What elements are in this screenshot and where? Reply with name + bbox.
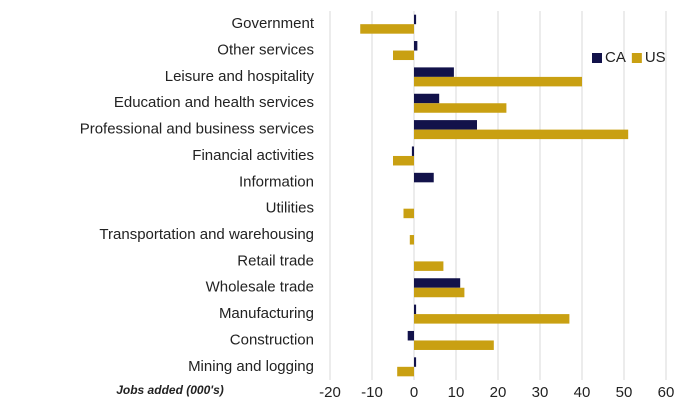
y-tick-label: Retail trade — [237, 252, 314, 269]
bar — [414, 129, 629, 140]
bar — [414, 41, 418, 51]
legend-label: US — [645, 49, 666, 66]
x-tick-label: 30 — [532, 384, 549, 401]
bar — [393, 50, 414, 61]
x-tick-label: 50 — [616, 384, 633, 401]
y-tick-label: Professional and business services — [80, 121, 314, 138]
bar — [414, 340, 494, 350]
bar — [393, 155, 414, 166]
bar — [414, 261, 444, 271]
x-tick-label: 20 — [490, 384, 507, 401]
x-tick-label: 0 — [410, 384, 418, 401]
bar — [414, 76, 582, 87]
y-tick-label: Construction — [230, 331, 314, 348]
x-axis-label: Jobs added (000's) — [116, 383, 224, 397]
x-tick-label: 40 — [574, 384, 591, 401]
bar — [403, 208, 414, 219]
bar — [414, 278, 461, 288]
legend-label: CA — [605, 49, 626, 66]
bar — [397, 366, 414, 377]
bar — [414, 103, 507, 113]
bar — [414, 14, 417, 25]
bar — [414, 93, 440, 104]
bar — [411, 146, 414, 156]
x-tick-label: 60 — [658, 384, 675, 401]
y-tick-label: Wholesale trade — [206, 279, 314, 296]
y-tick-label: Education and health services — [114, 94, 314, 111]
bar — [414, 314, 570, 324]
y-tick-label: Government — [231, 15, 314, 32]
y-tick-label: Leisure and hospitality — [165, 68, 315, 85]
bar — [414, 357, 417, 367]
x-tick-label: -10 — [361, 384, 383, 401]
bar — [409, 235, 414, 245]
bar — [360, 24, 414, 34]
y-tick-label: Information — [239, 173, 314, 190]
y-tick-label: Utilities — [266, 200, 314, 217]
y-tick-label: Manufacturing — [219, 305, 314, 322]
y-tick-label: Mining and logging — [188, 358, 314, 375]
x-tick-label: -20 — [319, 384, 341, 401]
bar — [414, 304, 417, 315]
legend-swatch — [592, 53, 602, 63]
x-tick-label: 10 — [448, 384, 465, 401]
bar — [414, 287, 465, 298]
legend-swatch — [631, 53, 642, 63]
bar — [414, 172, 434, 183]
bar — [414, 67, 454, 77]
bar — [407, 330, 414, 341]
bar — [414, 120, 477, 130]
y-tick-label: Other services — [217, 42, 314, 59]
y-tick-label: Transportation and warehousing — [99, 226, 314, 243]
y-tick-label: Financial activities — [192, 147, 314, 164]
